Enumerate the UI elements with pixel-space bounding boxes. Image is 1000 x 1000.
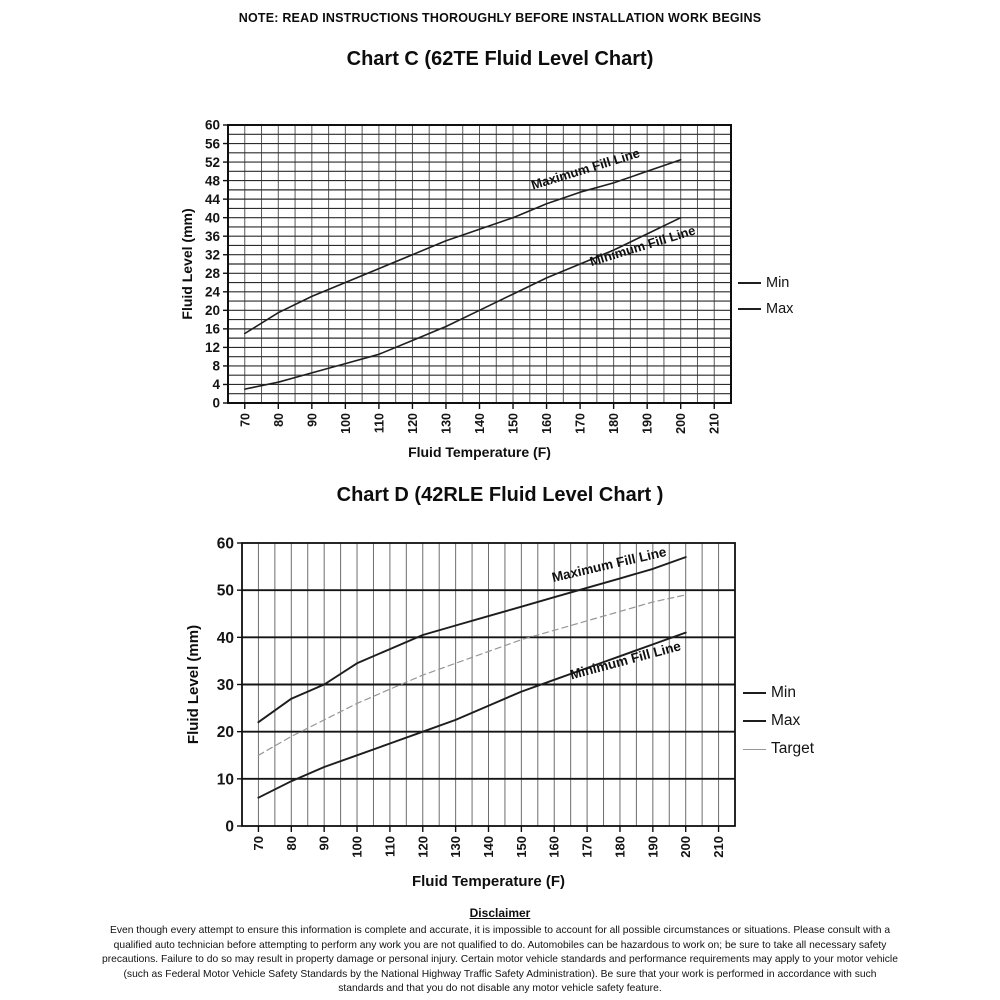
svg-text:70: 70 [251,836,266,850]
legend-label-min: Min [771,684,796,701]
legend-item-target: Target [743,735,814,763]
svg-text:80: 80 [272,413,286,427]
svg-text:8: 8 [212,359,220,374]
svg-text:4: 4 [212,377,220,392]
chart-c-plot: 70 80 90 100 110 120 130 140 150 160 170 180 190 200 2… [179,118,732,460]
svg-text:100: 100 [350,836,365,858]
chart-c-title: Chart C (62TE Fluid Level Chart) [346,48,654,70]
svg-text:10: 10 [217,771,234,788]
svg-text:28: 28 [205,266,221,281]
disclaimer-section: Disclaimer Even though every attempt to … [0,906,1000,997]
svg-text:130: 130 [439,413,453,434]
svg-text:180: 180 [612,836,627,858]
svg-text:100: 100 [339,413,353,434]
svg-text:40: 40 [205,210,220,225]
svg-text:110: 110 [382,836,397,857]
svg-text:150: 150 [514,836,529,858]
svg-text:24: 24 [205,285,221,300]
min-line-swatch [743,692,766,694]
max-line-swatch [743,720,766,722]
svg-text:20: 20 [217,724,234,741]
legend-item-min: Min [743,679,814,707]
legend-item-max: Max [743,707,814,735]
legend-label-max: Max [766,301,794,317]
legend-label-max: Max [771,712,801,729]
svg-text:40: 40 [217,630,234,647]
svg-text:60: 60 [217,535,234,552]
svg-text:Minimum Fill Line: Minimum Fill Line [568,638,682,682]
svg-text:110: 110 [372,413,386,433]
svg-text:16: 16 [205,322,221,337]
svg-text:0: 0 [212,396,220,411]
chart-d-title: Chart D (42RLE Fluid Level Chart ) [336,484,664,506]
legend-label-min: Min [766,275,790,291]
svg-text:0: 0 [225,818,234,835]
svg-text:80: 80 [284,836,299,850]
legend-label-target: Target [771,740,815,757]
chart-d-legend: Min Max Target [743,679,814,763]
svg-text:90: 90 [317,836,332,850]
svg-text:Fluid Level (mm): Fluid Level (mm) [185,625,202,744]
svg-text:48: 48 [205,173,221,188]
disclaimer-title: Disclaimer [469,906,531,920]
instruction-note: NOTE: READ INSTRUCTIONS THOROUGHLY BEFOR… [238,11,762,25]
svg-text:Fluid Temperature (F): Fluid Temperature (F) [412,873,565,890]
target-line-swatch [743,748,766,750]
svg-text:36: 36 [205,229,221,244]
svg-text:32: 32 [205,247,220,262]
svg-text:12: 12 [205,340,220,355]
svg-text:210: 210 [711,836,726,858]
disclaimer-body: Even though every attempt to ensure this… [102,925,898,995]
chart-d-plot: 70 80 90 100 110 120 130 140 150 160 170 180 190 200 2… [185,535,736,890]
svg-text:180: 180 [607,413,621,434]
svg-text:50: 50 [217,583,234,600]
svg-text:60: 60 [205,118,220,133]
svg-text:200: 200 [678,836,693,858]
svg-text:Fluid Level (mm): Fluid Level (mm) [179,208,195,319]
svg-text:150: 150 [507,413,521,434]
svg-text:56: 56 [205,136,221,151]
min-line-swatch [738,282,761,284]
svg-text:Maximum Fill Line: Maximum Fill Line [550,544,668,585]
svg-text:190: 190 [645,836,660,858]
svg-text:160: 160 [540,413,554,434]
chart-c-legend: Min Max [738,270,793,322]
svg-text:140: 140 [473,413,487,434]
svg-text:140: 140 [481,836,496,858]
svg-text:52: 52 [205,155,220,170]
legend-item-min: Min [738,270,793,296]
svg-text:Fluid Temperature (F): Fluid Temperature (F) [408,444,551,460]
svg-text:44: 44 [205,192,221,207]
svg-text:120: 120 [415,836,430,858]
svg-text:200: 200 [674,413,688,434]
svg-text:160: 160 [547,836,562,858]
svg-text:70: 70 [238,413,252,427]
svg-text:170: 170 [580,836,595,858]
svg-text:120: 120 [406,413,420,434]
svg-text:130: 130 [448,836,463,858]
svg-text:20: 20 [205,303,220,318]
svg-text:30: 30 [217,677,234,694]
svg-text:190: 190 [641,413,655,434]
legend-item-max: Max [738,296,793,322]
max-line-swatch [738,308,761,310]
svg-text:170: 170 [574,413,588,434]
svg-text:90: 90 [305,413,319,427]
svg-text:210: 210 [708,413,722,434]
